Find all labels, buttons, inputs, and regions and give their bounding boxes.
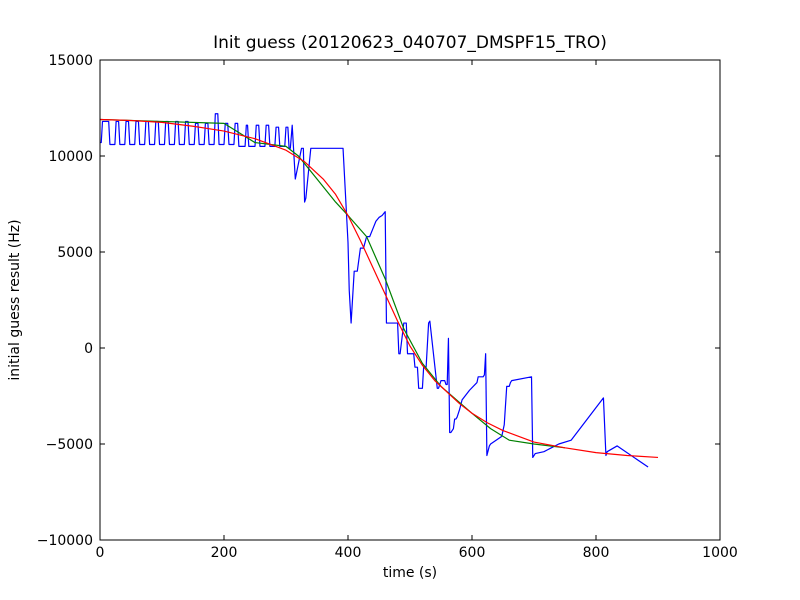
- series-layer: [99, 113, 659, 468]
- y-axis-label: initial guess result (Hz): [7, 219, 23, 380]
- x-tick-label-5: 1000: [702, 545, 738, 561]
- x-tick-label-2: 400: [335, 545, 362, 561]
- series-line-2: [99, 118, 659, 459]
- x-tick-label-0: 0: [96, 545, 105, 561]
- y-tick-label-2: 0: [84, 341, 93, 357]
- x-tick-label-1: 200: [211, 545, 238, 561]
- x-axis-label: time (s): [383, 565, 437, 581]
- x-tick-label-3: 600: [459, 545, 486, 561]
- y-tick-label-5: 15000: [48, 53, 93, 69]
- plot-frame: [99, 59, 721, 541]
- series-line-1: [99, 118, 566, 449]
- y-tick-label-4: 10000: [48, 149, 93, 165]
- x-tick-label-4: 800: [583, 545, 610, 561]
- ticks-layer: 0 200 400 600 800 1000 −10000 −5000 0 5000 10000 15…: [37, 53, 738, 561]
- y-tick-label-0: −10000: [37, 533, 93, 549]
- series-line-0: [100, 113, 649, 468]
- y-tick-label-1: −5000: [46, 437, 93, 453]
- y-tick-label-3: 5000: [57, 245, 93, 261]
- chart-title: Init guess (20120623_040707_DMSPF15_TRO): [213, 33, 607, 53]
- plot-area: [100, 60, 720, 540]
